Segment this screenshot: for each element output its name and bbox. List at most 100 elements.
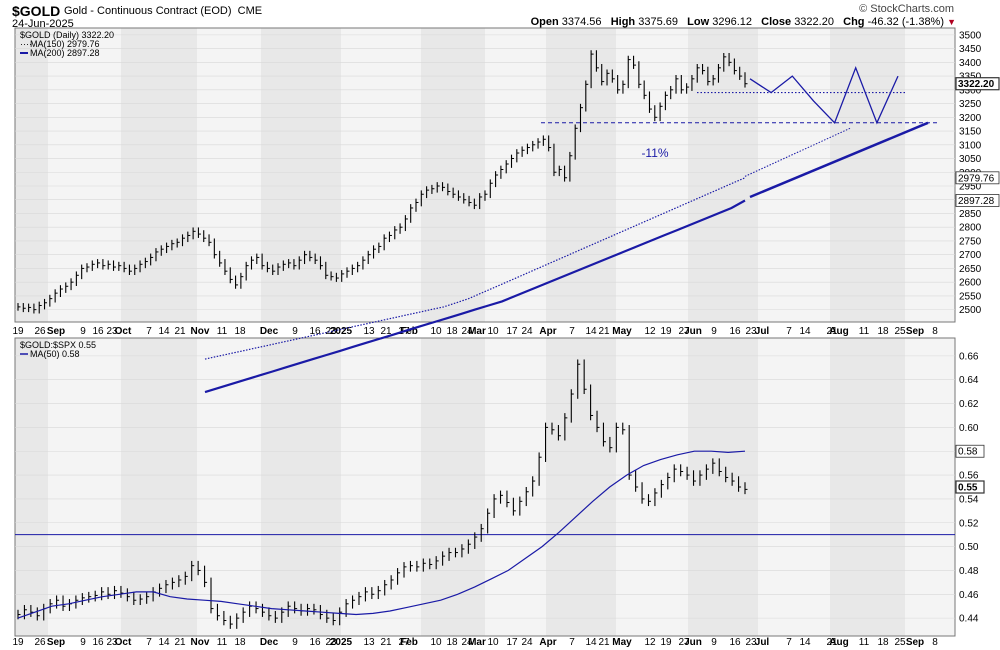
y-tick-label: 3450 bbox=[959, 44, 982, 55]
price-label-box bbox=[955, 171, 1000, 185]
x-tick-label: Feb bbox=[400, 326, 418, 337]
x-tick-label: 18 bbox=[234, 326, 246, 337]
month-band bbox=[616, 338, 688, 636]
chart-date: 24-Jun-2025 bbox=[12, 18, 74, 30]
x-tick-label: 12 bbox=[644, 637, 656, 648]
x-tick-label: 21 bbox=[826, 326, 838, 337]
x-tick-label: Sep bbox=[906, 326, 924, 337]
y-tick-label: 0.64 bbox=[959, 375, 979, 386]
drawdown-annotation: -11% bbox=[641, 146, 668, 160]
y-tick-label: 0.48 bbox=[959, 566, 979, 577]
y-tick-label: 2750 bbox=[959, 236, 982, 247]
x-tick-label: 11 bbox=[859, 326, 870, 337]
ma150-projection bbox=[744, 127, 851, 177]
y-tick-label: 0.54 bbox=[959, 494, 979, 505]
projected-path bbox=[749, 65, 899, 125]
x-tick-label: 21 bbox=[826, 637, 838, 648]
y-tick-label: 2550 bbox=[959, 291, 982, 302]
x-tick-label: 18 bbox=[877, 326, 889, 337]
y-tick-label: 0.62 bbox=[959, 399, 979, 410]
x-tick-label: 11 bbox=[217, 326, 228, 337]
x-tick-label: Oct bbox=[115, 637, 132, 648]
month-band bbox=[616, 28, 688, 322]
month-band bbox=[688, 28, 758, 322]
y-tick-label: 3100 bbox=[959, 140, 982, 151]
x-tick-label: May bbox=[612, 637, 632, 648]
open-label: Open bbox=[530, 16, 559, 28]
y-tick-label: 2650 bbox=[959, 264, 982, 275]
x-tick-label: 18 bbox=[234, 637, 246, 648]
x-tick-label: 14 bbox=[799, 326, 811, 337]
x-tick-label: 18 bbox=[446, 637, 458, 648]
y-tick-label: 3250 bbox=[959, 99, 982, 110]
close-label: Close bbox=[761, 16, 792, 28]
legend-ratio: $GOLD:$SPX 0.55 bbox=[20, 340, 96, 350]
x-tick-label: 12 bbox=[644, 326, 656, 337]
x-tick-label: 11 bbox=[859, 637, 870, 648]
x-tick-label: Dec bbox=[260, 637, 279, 648]
x-tick-label: 19 bbox=[12, 326, 24, 337]
x-tick-label: 14 bbox=[585, 637, 597, 648]
month-band bbox=[421, 338, 485, 636]
x-tick-label: 27 bbox=[678, 637, 690, 648]
x-tick-label: 23 bbox=[106, 637, 118, 648]
chg-label: Chg bbox=[843, 16, 865, 28]
x-tick-label: 9 bbox=[711, 637, 717, 648]
x-tick-label: Apr bbox=[539, 637, 556, 648]
y-tick-label: 3050 bbox=[959, 154, 982, 165]
x-tick-label: 2025 bbox=[330, 637, 353, 648]
x-tick-label: 24 bbox=[461, 326, 473, 337]
legend-ma50: MA(50) 0.58 bbox=[30, 349, 80, 359]
y-tick-label: 0.56 bbox=[959, 471, 979, 482]
month-band bbox=[261, 338, 341, 636]
x-tick-label: May bbox=[612, 326, 632, 337]
open-value: 3374.56 bbox=[561, 16, 602, 28]
ohlc-readout: Open 3374.56 High 3375.69 Low 3296.12 Cl… bbox=[531, 16, 956, 28]
x-tick-label: 16 bbox=[729, 637, 741, 648]
price-label: 2979.76 bbox=[958, 173, 995, 184]
x-tick-label: 13 bbox=[363, 637, 375, 648]
x-tick-label: 21 bbox=[174, 326, 186, 337]
y-tick-label: 2600 bbox=[959, 278, 982, 289]
month-band bbox=[48, 28, 121, 322]
ratio-label: 0.58 bbox=[958, 447, 978, 458]
x-tick-label: 7 bbox=[569, 637, 575, 648]
x-tick-label: 27 bbox=[678, 326, 690, 337]
x-tick-label: Nov bbox=[191, 637, 210, 648]
x-tick-label: 7 bbox=[146, 326, 152, 337]
low-value: 3296.12 bbox=[712, 16, 752, 28]
high-value: 3375.69 bbox=[638, 16, 678, 28]
x-tick-label: Sep bbox=[47, 637, 65, 648]
x-tick-label: 17 bbox=[506, 326, 518, 337]
x-tick-label: 9 bbox=[292, 326, 298, 337]
trend-projection bbox=[749, 121, 929, 199]
chart-symbol: $GOLD bbox=[12, 3, 61, 19]
x-tick-label: 21 bbox=[380, 637, 392, 648]
x-tick-label: 19 bbox=[660, 637, 672, 648]
exchange-text: CME bbox=[237, 5, 263, 17]
y-tick-label: 2950 bbox=[959, 181, 982, 192]
ma200-line bbox=[204, 199, 746, 394]
x-tick-label: 21 bbox=[380, 326, 392, 337]
month-band bbox=[546, 28, 616, 322]
down-arrow-icon: ▼ bbox=[947, 17, 956, 27]
x-tick-label: Aug bbox=[829, 326, 848, 337]
x-tick-label: Aug bbox=[829, 637, 848, 648]
x-tick-label: 21 bbox=[598, 326, 610, 337]
y-tick-label: 3300 bbox=[959, 85, 982, 96]
month-band bbox=[758, 338, 830, 636]
y-tick-label: 0.52 bbox=[959, 518, 979, 529]
x-tick-label: 14 bbox=[585, 326, 597, 337]
legend-ma150: MA(150) 2979.76 bbox=[30, 39, 100, 49]
legend-swatch-dotted: ···· bbox=[20, 39, 32, 49]
x-tick-label: 24 bbox=[521, 326, 533, 337]
x-tick-label: 2025 bbox=[330, 326, 353, 337]
x-tick-label: Mar bbox=[468, 637, 486, 648]
x-tick-label: 26 bbox=[34, 637, 46, 648]
x-tick-label: 9 bbox=[80, 637, 86, 648]
month-band bbox=[48, 338, 121, 636]
y-tick-label: 2800 bbox=[959, 223, 982, 234]
chg-value: -46.32 (-1.38%) bbox=[867, 16, 945, 28]
x-tick-label: 23 bbox=[325, 637, 337, 648]
